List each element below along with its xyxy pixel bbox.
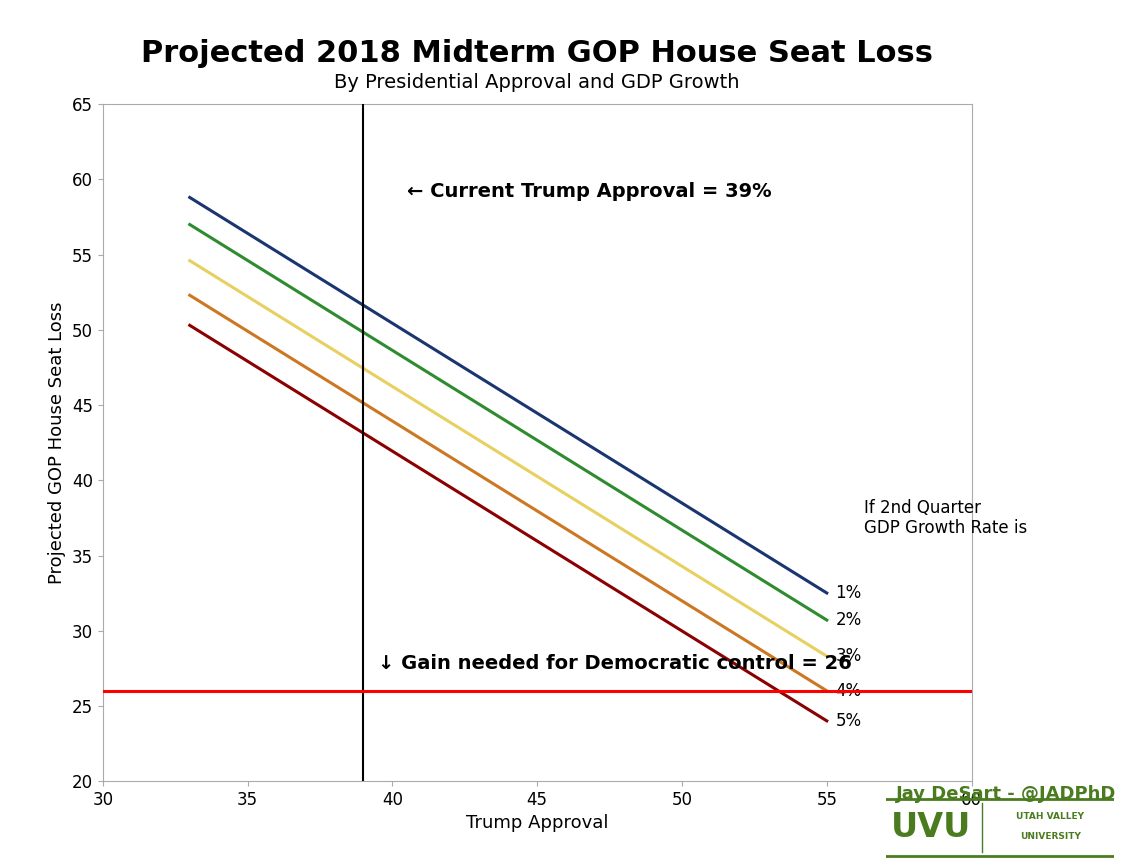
Text: 3%: 3% xyxy=(836,648,862,665)
Text: 5%: 5% xyxy=(836,712,862,730)
Text: 4%: 4% xyxy=(836,681,862,700)
Text: UNIVERSITY: UNIVERSITY xyxy=(1020,832,1081,841)
Text: 2%: 2% xyxy=(836,611,862,629)
Text: UVU: UVU xyxy=(892,811,972,844)
X-axis label: Trump Approval: Trump Approval xyxy=(466,814,608,832)
Text: ↓ Gain needed for Democratic control = 26: ↓ Gain needed for Democratic control = 2… xyxy=(378,654,852,674)
Text: UTAH VALLEY: UTAH VALLEY xyxy=(1016,812,1085,821)
Text: If 2nd Quarter
GDP Growth Rate is: If 2nd Quarter GDP Growth Rate is xyxy=(864,498,1028,537)
Y-axis label: Projected GOP House Seat Loss: Projected GOP House Seat Loss xyxy=(48,301,66,584)
Text: Jay DeSart - @JADPhD: Jay DeSart - @JADPhD xyxy=(896,786,1116,803)
Title: Projected 2018 Midterm GOP House Seat Loss: Projected 2018 Midterm GOP House Seat Lo… xyxy=(142,39,933,69)
Text: ← Current Trump Approval = 39%: ← Current Trump Approval = 39% xyxy=(407,182,772,201)
Text: By Presidential Approval and GDP Growth: By Presidential Approval and GDP Growth xyxy=(335,73,740,92)
Text: 1%: 1% xyxy=(836,584,862,602)
